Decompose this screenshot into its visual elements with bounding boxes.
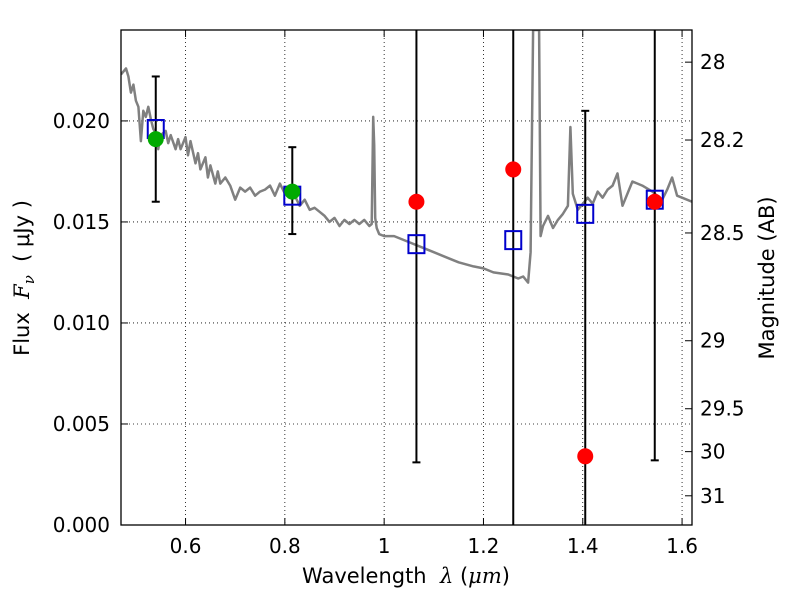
- y2-tick-label: 29.5: [700, 397, 745, 421]
- y2-tick-label: 29: [700, 329, 725, 353]
- model-photometry-square: [407, 234, 426, 255]
- y2-tick-label: 31: [700, 484, 725, 508]
- y2-tick-label: 28: [700, 50, 725, 74]
- y2-tick-label: 28.5: [700, 221, 745, 245]
- axis-ticks: 0.6 0.8 1 1.2 1.4 1.6 0.000 0.005 0.010 0.015 0.02…: [53, 30, 745, 558]
- grid: [121, 30, 692, 525]
- plot-frame: [120, 29, 693, 526]
- x-tick-label: 1: [378, 534, 391, 558]
- observed-point: [646, 193, 663, 210]
- y-tick-label: 0.000: [53, 513, 110, 537]
- model-photometry-square: [504, 230, 523, 251]
- y2-tick-label: 30: [700, 440, 725, 464]
- x-tick-label: 0.6: [170, 534, 202, 558]
- observed-point: [284, 183, 301, 200]
- observed-point: [147, 131, 164, 148]
- x-tick-label: 0.8: [269, 534, 301, 558]
- x-tick-label: 1.4: [567, 534, 599, 558]
- y-tick-label: 0.005: [53, 412, 110, 436]
- x-tick-label: 1.2: [468, 534, 500, 558]
- data-points: [146, 119, 664, 465]
- observed-point: [577, 448, 594, 465]
- y2-tick-label: 28.2: [700, 128, 745, 152]
- y-tick-label: 0.010: [53, 311, 110, 335]
- y-axis-label: Flux Fν ( μJy ): [10, 200, 38, 356]
- plot-data: [121, 30, 692, 525]
- y2-axis-label: Magnitude (AB): [755, 196, 779, 359]
- observed-point: [408, 193, 425, 210]
- y-tick-label: 0.015: [53, 210, 110, 234]
- observed-point: [505, 161, 522, 178]
- model-photometry-square: [576, 203, 595, 224]
- x-tick-label: 1.6: [666, 534, 698, 558]
- y-tick-label: 0.020: [53, 109, 110, 133]
- x-axis-label: Wavelength λ (μm): [302, 564, 510, 588]
- model-spectrum-line: [121, 30, 692, 284]
